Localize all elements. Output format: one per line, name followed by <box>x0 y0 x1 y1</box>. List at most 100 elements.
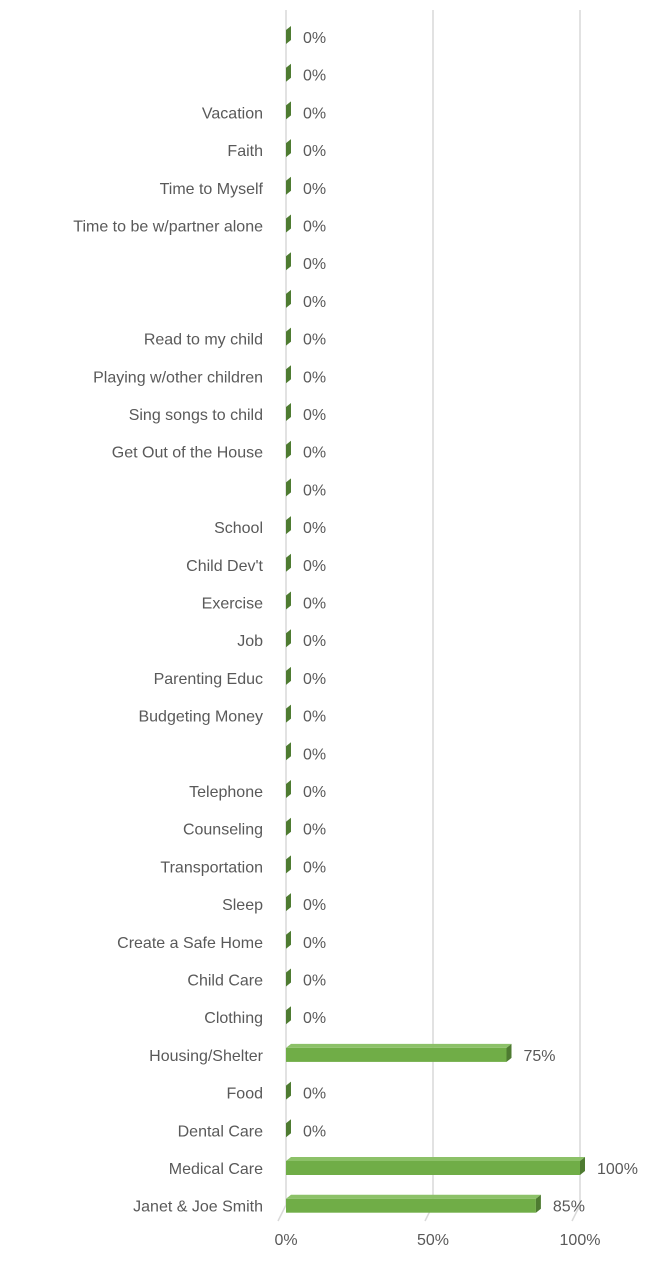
data-label: 0% <box>303 671 326 688</box>
bar-side-face <box>286 893 291 912</box>
category-label: Exercise <box>202 596 263 613</box>
x-tick-label: 100% <box>560 1232 601 1249</box>
bar-top-face <box>286 1194 541 1199</box>
data-label: 0% <box>303 897 326 914</box>
bar-side-face <box>286 553 291 572</box>
data-label: 0% <box>303 407 326 424</box>
bar-side-face <box>286 63 291 82</box>
data-label: 0% <box>303 520 326 537</box>
bar-side-face <box>286 101 291 120</box>
gridline-floor-2 <box>571 1204 581 1222</box>
category-label: Time to Myself <box>160 181 264 198</box>
category-label: Sing songs to child <box>129 407 263 424</box>
bar-side-face <box>286 478 291 497</box>
category-label: Faith <box>227 143 263 160</box>
data-label: 0% <box>303 369 326 386</box>
data-label: 0% <box>303 822 326 839</box>
bar <box>286 1198 536 1213</box>
category-label: Child Dev't <box>186 558 263 575</box>
data-label: 0% <box>303 1010 326 1027</box>
category-label: Create a Safe Home <box>117 935 263 952</box>
data-label: 0% <box>303 181 326 198</box>
data-label: 0% <box>303 256 326 273</box>
category-label: Parenting Educ <box>154 671 263 688</box>
data-label: 0% <box>303 935 326 952</box>
bar-side-face <box>286 139 291 158</box>
bar-side-face <box>286 1006 291 1025</box>
bar-side-face <box>535 1194 541 1213</box>
category-label: Clothing <box>204 1010 263 1027</box>
bar-side-face <box>286 1081 291 1100</box>
bar-side-face <box>286 817 291 836</box>
bar-side-face <box>506 1043 512 1062</box>
data-label: 0% <box>303 709 326 726</box>
data-label: 0% <box>303 859 326 876</box>
data-label: 0% <box>303 294 326 311</box>
bar-side-face <box>580 1157 585 1175</box>
category-label: Playing w/other children <box>93 369 263 386</box>
bar-side-face <box>286 289 291 308</box>
bar-side-face <box>286 403 291 421</box>
category-label: Medical Care <box>169 1161 263 1178</box>
category-label: Get Out of the House <box>112 445 263 462</box>
data-label: 0% <box>303 332 326 349</box>
bar-side-face <box>286 516 291 535</box>
category-label: Counseling <box>183 822 263 839</box>
data-label: 0% <box>303 68 326 85</box>
category-label: Time to be w/partner alone <box>73 219 263 236</box>
category-label: Read to my child <box>144 332 263 349</box>
bar-top-face <box>286 1043 512 1048</box>
data-label: 100% <box>597 1161 638 1178</box>
data-label: 0% <box>303 746 326 763</box>
gridline-floor-0 <box>277 1204 287 1222</box>
bar-side-face <box>286 855 291 874</box>
data-label: 0% <box>303 143 326 160</box>
bar-side-face <box>286 365 291 384</box>
bar-side-face <box>286 780 291 798</box>
data-label: 0% <box>303 30 326 47</box>
data-label: 0% <box>303 558 326 575</box>
data-label: 0% <box>303 784 326 801</box>
data-label: 0% <box>303 219 326 236</box>
category-label: Food <box>227 1086 263 1103</box>
category-label: Child Care <box>187 973 263 990</box>
category-label: Telephone <box>189 784 263 801</box>
bar <box>286 1161 580 1175</box>
bar-side-face <box>286 930 291 949</box>
bar-side-face <box>286 1119 291 1138</box>
bar-side-face <box>286 252 291 271</box>
x-tick-label: 50% <box>417 1232 449 1249</box>
category-label: Job <box>237 633 263 650</box>
bar <box>286 1047 507 1062</box>
data-label: 0% <box>303 445 326 462</box>
category-label: Transportation <box>160 859 263 876</box>
category-label: Janet & Joe Smith <box>133 1199 263 1216</box>
category-label: Vacation <box>202 105 263 122</box>
bar-side-face <box>286 968 291 987</box>
category-label: School <box>214 520 263 537</box>
bar-side-face <box>286 214 291 233</box>
data-label: 85% <box>553 1199 585 1216</box>
bar-side-face <box>286 176 291 195</box>
data-label: 0% <box>303 1086 326 1103</box>
data-label: 0% <box>303 596 326 613</box>
x-tick-label: 0% <box>274 1232 297 1249</box>
category-label: Sleep <box>222 897 263 914</box>
bar-top-face <box>286 1157 585 1161</box>
category-label: Housing/Shelter <box>149 1048 264 1065</box>
data-label: 0% <box>303 482 326 499</box>
bar-side-face <box>286 704 291 723</box>
data-label: 0% <box>303 105 326 122</box>
bar-side-face <box>286 591 291 610</box>
bar-side-face <box>286 440 291 459</box>
category-label: Budgeting Money <box>138 709 263 726</box>
bar-side-face <box>286 666 291 685</box>
bar-side-face <box>286 26 291 44</box>
data-label: 0% <box>303 1123 326 1140</box>
bar-side-face <box>286 742 291 761</box>
category-label: Dental Care <box>178 1123 263 1140</box>
bar-side-face <box>286 629 291 648</box>
data-label: 75% <box>524 1048 556 1065</box>
